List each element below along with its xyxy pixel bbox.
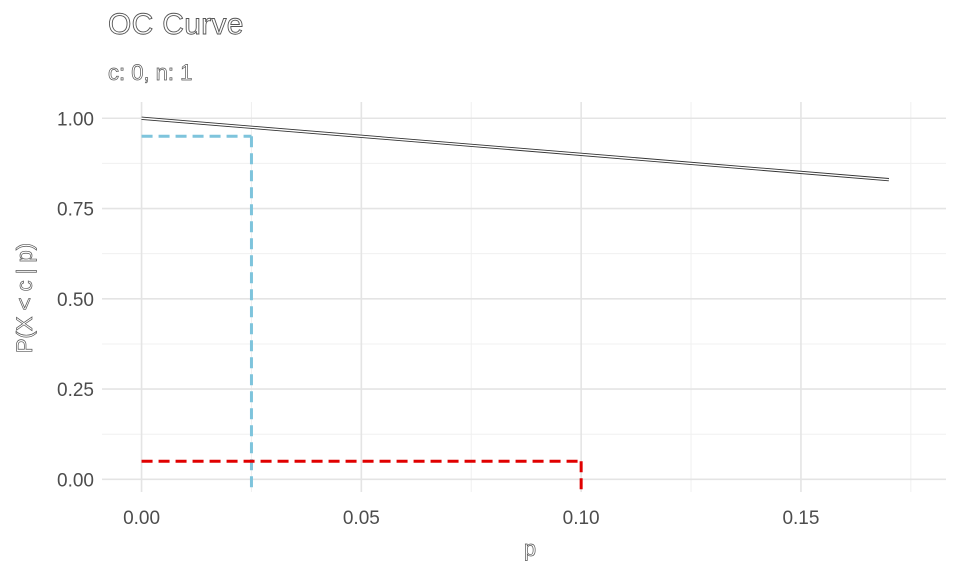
y-tick-labels: 0.00 0.25 0.50 0.75 1.00	[57, 109, 94, 491]
x-tick-label: 0.10	[563, 508, 600, 529]
minor-gridlines	[102, 102, 946, 492]
x-axis-label: p	[523, 536, 537, 562]
chart-subtitle: c: 0, n: 1	[108, 60, 193, 86]
series-layer	[141, 116, 889, 182]
x-tick-label: 0.00	[123, 508, 160, 529]
major-gridlines	[102, 102, 946, 492]
y-tick-label: 0.00	[57, 470, 94, 491]
oc-curve-line	[141, 117, 889, 181]
x-tick-label: 0.15	[782, 508, 819, 529]
x-tick-labels: 0.00 0.05 0.10 0.15	[123, 508, 819, 529]
x-tick-label: 0.05	[343, 508, 380, 529]
y-tick-label: 1.00	[57, 109, 94, 130]
y-tick-label: 0.75	[57, 200, 94, 221]
y-tick-label: 0.25	[57, 380, 94, 401]
y-tick-label: 0.50	[57, 290, 94, 311]
y-axis-label: P(X < c | p)	[12, 242, 38, 354]
chart-title: OC Curve	[108, 8, 244, 42]
reference-lines	[141, 134, 583, 492]
